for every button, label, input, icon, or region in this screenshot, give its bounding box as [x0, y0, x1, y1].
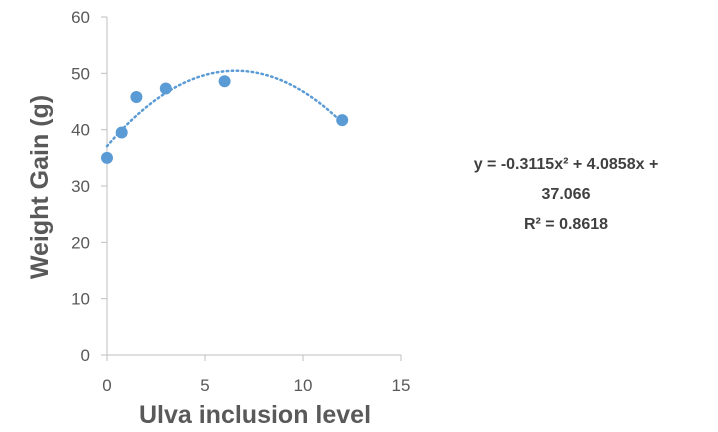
- data-point: [115, 126, 128, 139]
- y-tick-label: 60: [71, 8, 90, 27]
- x-axis-title: Ulva inclusion level: [139, 401, 371, 429]
- y-tick-label: 20: [71, 233, 90, 252]
- equation-line-2: 37.066: [542, 186, 591, 203]
- x-tick-label: 5: [200, 376, 209, 395]
- data-point: [101, 151, 113, 164]
- x-tick-label: 15: [392, 376, 411, 395]
- data-points: [101, 75, 349, 164]
- y-tick-label: 0: [81, 346, 90, 365]
- y-axis-ticks: 0 10 20 30 40 50 60: [71, 8, 107, 365]
- data-point: [336, 114, 349, 127]
- y-tick-label: 50: [71, 64, 90, 83]
- equation-line-1: y = -0.3115x² + 4.0858x +: [474, 156, 659, 173]
- data-point: [130, 90, 143, 103]
- y-tick-label: 40: [71, 121, 90, 140]
- trendline-equation: y = -0.3115x² + 4.0858x + 37.066 R² = 0.…: [474, 156, 659, 233]
- data-point: [218, 75, 231, 88]
- trendline: [105, 69, 344, 148]
- y-tick-label: 10: [71, 290, 90, 309]
- x-tick-label: 0: [102, 376, 111, 395]
- y-axis-title: Weight Gain (g): [26, 95, 54, 279]
- r-squared-label: R² = 0.8618: [524, 216, 608, 233]
- axes: [106, 17, 401, 356]
- data-point: [159, 82, 172, 95]
- x-tick-label: 10: [294, 376, 313, 395]
- y-tick-label: 30: [71, 177, 90, 196]
- x-axis-ticks: 0 5 10 15: [102, 355, 410, 395]
